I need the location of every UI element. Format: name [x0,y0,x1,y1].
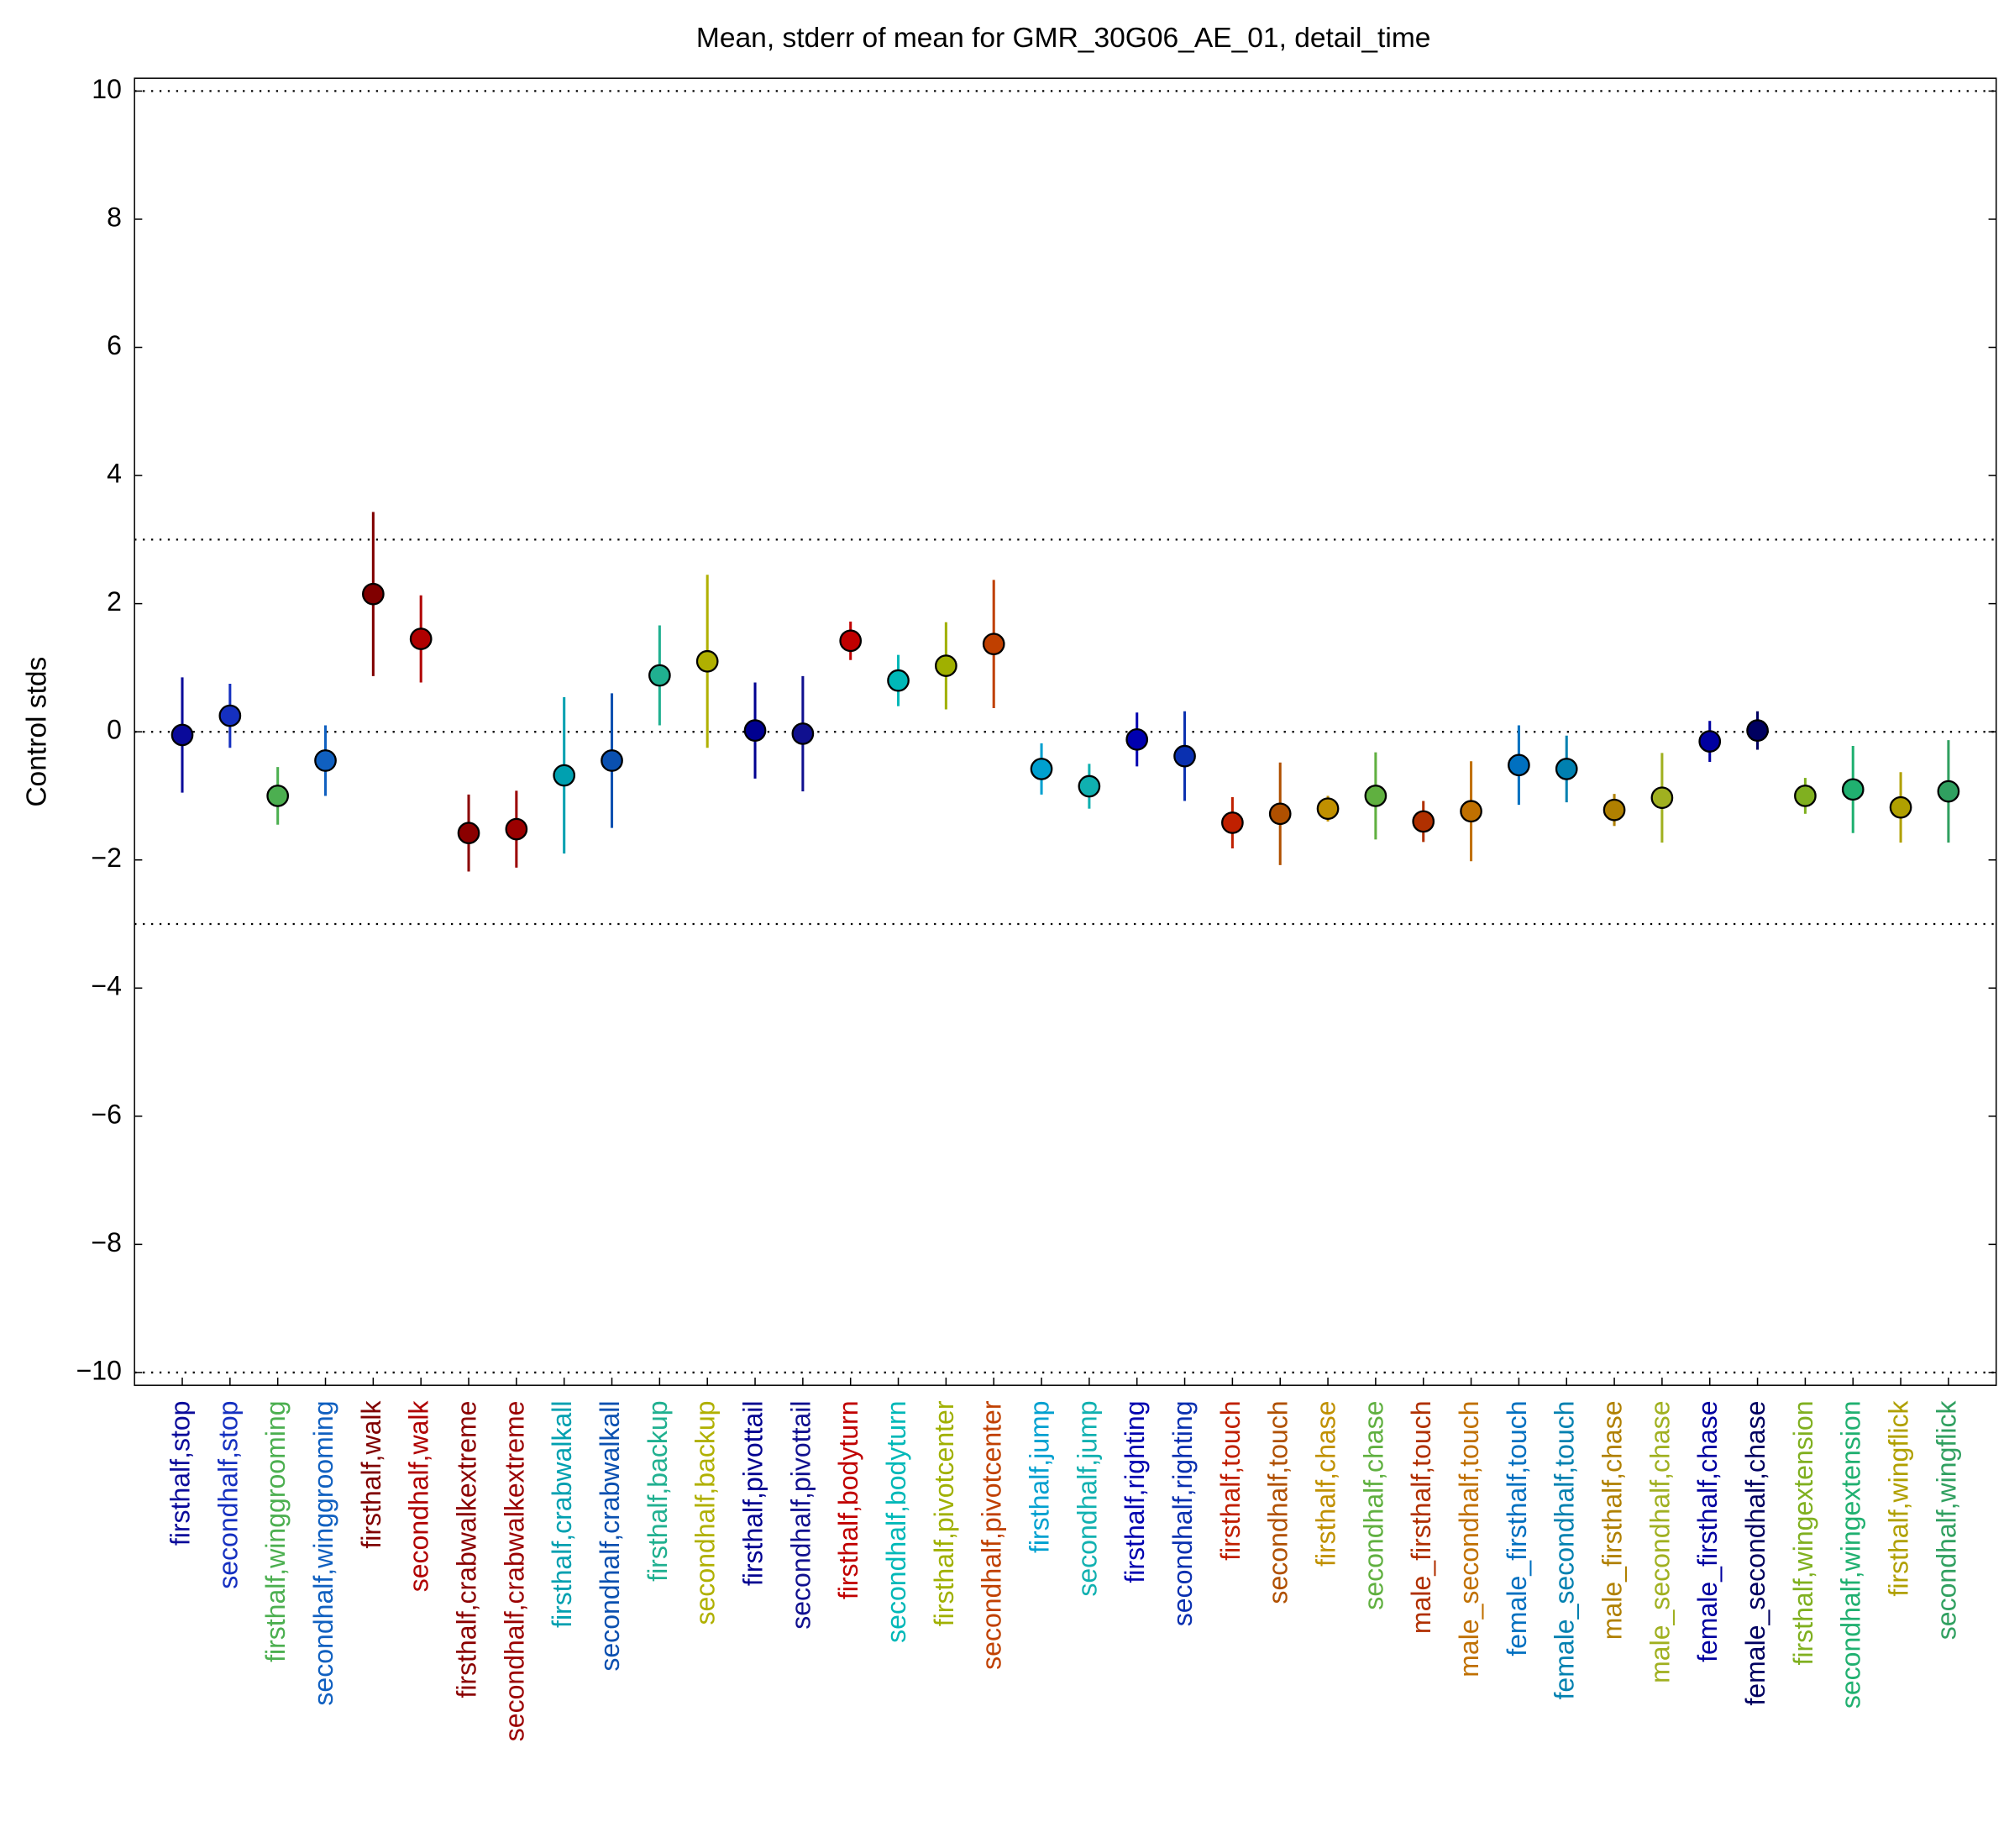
x-tick-label: male_firsthalf,chase [1597,1400,1628,1640]
y-tick-label: −8 [91,1227,122,1257]
x-tick-label: secondhalf,righting [1167,1400,1198,1626]
y-tick-label: 0 [107,715,122,745]
x-tick-label: secondhalf,pivotcenter [977,1400,1007,1670]
x-tick-label: male_secondhalf,touch [1454,1400,1484,1677]
mean-marker [839,629,863,653]
mean-marker [935,654,957,677]
mean-marker [1841,778,1865,801]
x-tick-label: secondhalf,walk [404,1400,434,1593]
mean-marker [695,649,719,673]
x-tick-label: secondhalf,wingextension [1836,1400,1866,1709]
mean-marker [887,669,910,692]
x-tick-label: secondhalf,jump [1072,1400,1102,1596]
x-tick-label: firsthalf,chase [1311,1400,1341,1567]
x-tick-label: firsthalf,backup [643,1400,673,1581]
mean-marker [791,722,815,745]
mean-marker [314,749,337,772]
mean-marker [457,822,480,845]
mean-marker [1460,800,1482,823]
mean-marker [1030,758,1053,780]
x-tick-label: firsthalf,winggrooming [260,1400,291,1662]
y-tick-label: 10 [92,74,122,104]
x-tick-label: firsthalf,crabwalkall [547,1400,577,1627]
y-tick-label: −4 [91,971,122,1001]
x-tick-label: female_secondhalf,chase [1740,1400,1770,1705]
x-tick-label: secondhalf,pivottail [785,1400,816,1629]
mean-marker [218,704,242,727]
y-tick-label: 4 [107,459,122,489]
x-tick-label: firsthalf,pivotcenter [929,1400,959,1626]
x-tick-label: firsthalf,crabwalkextreme [451,1400,481,1698]
x-tick-label: secondhalf,stop [212,1400,243,1588]
x-tick-label: firsthalf,pivottail [738,1400,768,1586]
mean-marker [266,785,290,807]
x-tick-label: secondhalf,chase [1358,1400,1388,1609]
x-tick-label: firsthalf,jump [1025,1400,1055,1552]
mean-marker [553,764,576,787]
mean-marker [362,582,385,606]
x-tick-label: secondhalf,crabwalkextreme [499,1400,529,1741]
mean-marker [1650,786,1674,810]
y-tick-label: −10 [76,1355,122,1385]
mean-marker [1746,719,1769,742]
mean-marker [1602,798,1626,822]
mean-marker [648,664,671,687]
mean-marker [1125,727,1149,751]
mean-marker [1268,802,1292,826]
x-tick-label: secondhalf,wingflick [1931,1399,1961,1640]
y-tick-label: −2 [91,843,122,873]
x-tick-label: firsthalf,touch [1215,1400,1246,1560]
mean-marker [1698,730,1722,753]
mean-marker [1889,795,1912,819]
y-axis-label: Control stds [22,657,53,807]
mean-marker [1364,785,1387,807]
x-tick-label: firsthalf,stop [165,1400,195,1546]
chart-title: Mean, stderr of mean for GMR_30G06_AE_01… [696,23,1431,54]
y-tick-label: 6 [107,330,122,360]
x-tick-label: secondhalf,winggrooming [308,1400,338,1705]
x-tick-label: secondhalf,bodyturn [881,1400,911,1642]
mean-marker [1937,780,1960,803]
x-tick-label: secondhalf,crabwalkall [595,1400,625,1671]
mean-marker [982,633,1005,656]
x-tick-label: firsthalf,wingflick [1884,1400,1914,1597]
x-tick-label: female_secondhalf,touch [1550,1400,1580,1699]
mean-marker [1078,774,1101,798]
mean-marker [409,627,433,650]
x-tick-label: secondhalf,backup [690,1400,721,1625]
mean-marker [1555,758,1578,780]
mean-marker [1316,797,1340,821]
y-tick-label: 2 [107,586,122,617]
mean-marker [1794,785,1817,807]
mean-marker [170,723,194,747]
x-tick-label: firsthalf,righting [1120,1400,1150,1583]
mean-marker [505,817,528,841]
x-tick-label: firsthalf,walk [356,1400,386,1549]
x-tick-label: secondhalf,touch [1263,1400,1293,1604]
mean-marker [601,749,623,772]
x-tick-label: female_firsthalf,touch [1502,1400,1532,1656]
x-tick-label: male_secondhalf,chase [1644,1400,1675,1683]
mean-marker [743,719,767,742]
mean-marker [1412,810,1435,833]
y-tick-label: 8 [107,202,122,232]
x-tick-label: male_firsthalf,touch [1406,1400,1436,1634]
y-tick-label: −6 [91,1099,122,1129]
mean-marker [1221,811,1244,834]
x-tick-label: female_firsthalf,chase [1692,1400,1723,1662]
mean-marker [1508,753,1530,777]
x-tick-label: firsthalf,bodyturn [833,1400,863,1599]
x-tick-label: firsthalf,wingextension [1788,1400,1818,1665]
mean-marker [1173,744,1196,768]
